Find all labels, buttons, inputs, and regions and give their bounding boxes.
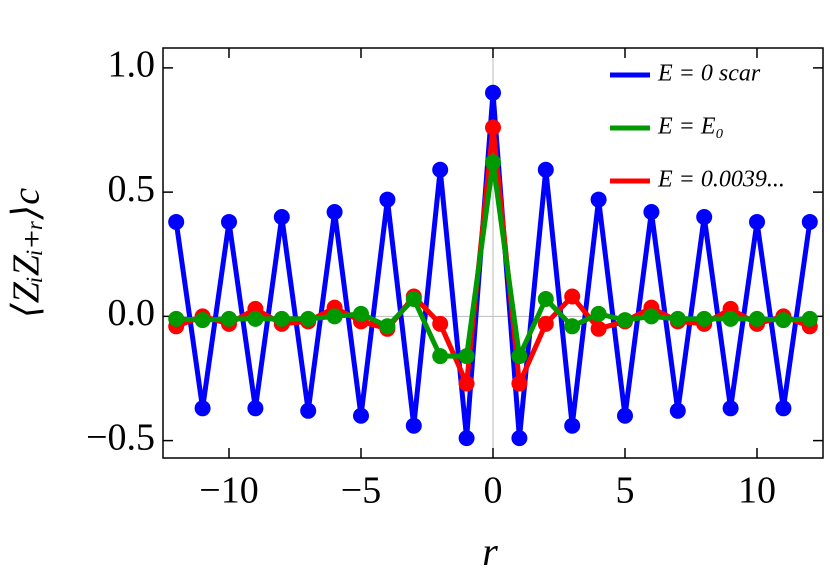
data-point [247, 310, 264, 327]
data-point [643, 204, 660, 220]
legend-label: E = 0 scar [657, 61, 761, 87]
data-point [326, 204, 343, 220]
data-point [669, 310, 686, 327]
data-point [564, 318, 581, 335]
data-point [801, 213, 818, 230]
data-point [643, 308, 660, 325]
data-point [590, 320, 607, 337]
data-point [511, 430, 528, 447]
x-tick-label: −5 [341, 470, 381, 512]
x-tick-label: −10 [199, 470, 258, 512]
data-point [273, 310, 290, 327]
data-point [405, 290, 422, 307]
data-point [194, 400, 211, 417]
data-point [379, 318, 396, 335]
data-point [801, 310, 818, 327]
data-point [722, 400, 739, 417]
data-point [617, 312, 633, 329]
data-point [432, 161, 449, 178]
data-point [247, 400, 264, 417]
data-point [696, 208, 713, 225]
data-point [564, 288, 581, 305]
data-point [511, 348, 528, 365]
data-point [458, 375, 475, 392]
data-point [564, 417, 581, 434]
data-point [696, 310, 713, 327]
data-point [537, 290, 554, 307]
y-tick-label: 1.0 [108, 44, 156, 86]
x-tick-label: 5 [616, 470, 635, 512]
data-point [353, 407, 369, 424]
data-point [485, 84, 501, 101]
data-point [221, 310, 237, 327]
data-point [749, 213, 765, 230]
data-point [590, 305, 607, 322]
data-point [168, 213, 185, 230]
data-point [458, 348, 475, 365]
data-point [379, 191, 396, 208]
x-tick-label: 10 [738, 470, 776, 512]
data-point [432, 315, 449, 332]
data-point [590, 191, 607, 208]
x-axis-label: r [482, 529, 498, 574]
data-point [273, 208, 290, 225]
data-point [775, 312, 792, 329]
data-point [749, 310, 765, 327]
data-point [300, 402, 317, 419]
data-point [405, 417, 422, 434]
data-point [537, 315, 554, 332]
data-point [485, 119, 501, 136]
data-point [485, 154, 501, 171]
data-point [775, 400, 792, 417]
y-tick-label: 0.5 [108, 168, 156, 210]
x-tick-label: 0 [484, 470, 503, 512]
data-point [194, 312, 211, 329]
data-point [432, 348, 449, 365]
data-point [669, 402, 686, 419]
data-point [168, 310, 185, 327]
y-tick-label: 0.0 [108, 292, 156, 334]
y-tick-label: −0.5 [86, 416, 155, 458]
data-point [617, 407, 633, 424]
data-point [511, 375, 528, 392]
data-point [353, 305, 369, 322]
legend-label: E = 0.0039... [657, 167, 785, 193]
data-point [326, 308, 343, 325]
data-point [537, 161, 554, 178]
y-axis-label: ⟨ZᵢZᵢ₊ᵣ⟩c [6, 188, 48, 318]
data-point [300, 310, 317, 327]
data-point [722, 310, 739, 327]
legend-label: E = E₀ [657, 114, 724, 140]
data-point [458, 430, 475, 447]
data-point [221, 213, 237, 230]
